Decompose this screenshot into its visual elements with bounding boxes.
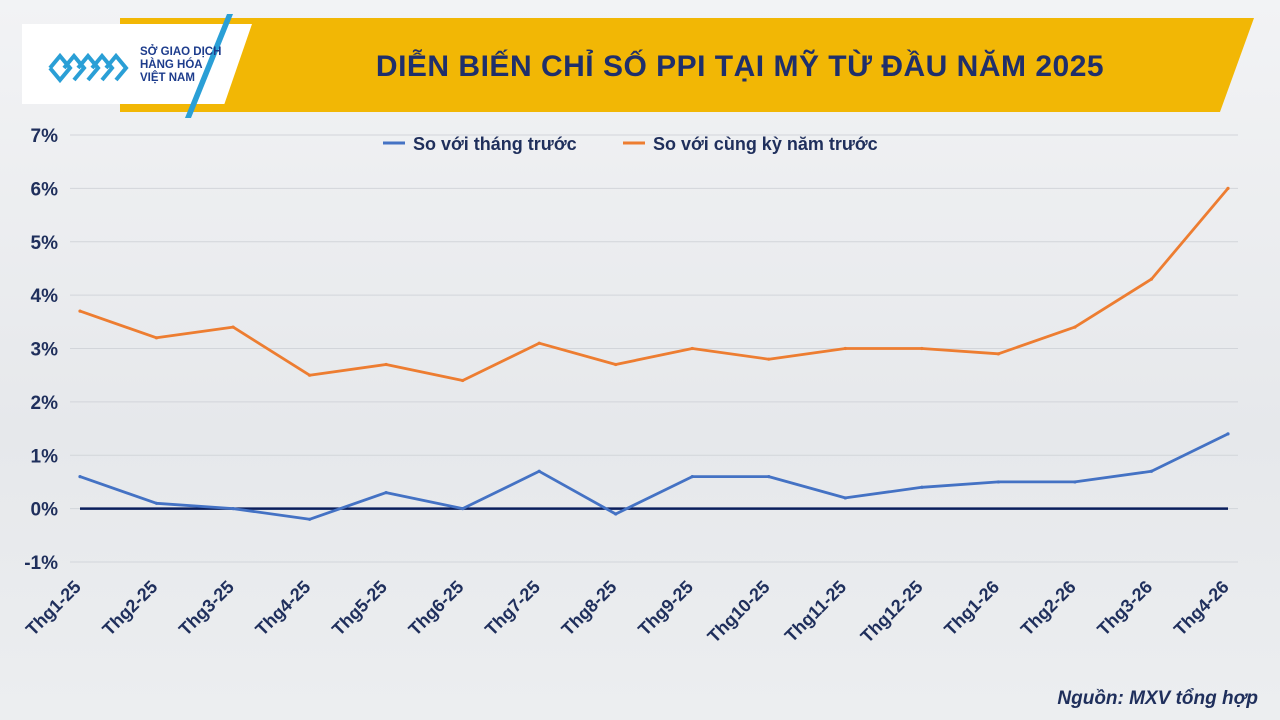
yoy-data-point	[920, 346, 924, 351]
y-tick-label: 7%	[31, 126, 59, 147]
y-tick-label: 3%	[31, 340, 59, 361]
mom-data-point	[308, 517, 312, 521]
logo-line-2: HÀNG HÓA	[140, 59, 203, 71]
x-tick-label: Thg7-25	[481, 577, 544, 640]
mom-data-point	[767, 475, 771, 479]
mom-data-point	[690, 475, 694, 479]
x-tick-label: Thg11-25	[781, 577, 850, 646]
x-tick-label: Thg1-25	[22, 577, 85, 640]
mom-data-point	[843, 496, 847, 500]
yoy-data-point	[843, 346, 847, 351]
yoy-data-point	[690, 346, 694, 351]
mom-data-point	[920, 485, 924, 489]
y-tick-label: 2%	[31, 393, 59, 414]
y-tick-label: 6%	[31, 179, 59, 200]
y-tick-label: -1%	[24, 553, 58, 574]
x-tick-label: Thg10-25	[704, 577, 774, 647]
legend-yoy-label: So với cùng kỳ năm trước	[653, 134, 878, 154]
logo-line-3: VIỆT NAM	[140, 72, 195, 84]
logo-text: SỞ GIAO DỊCH HÀNG HÓA VIỆT NAM	[140, 46, 240, 85]
yoy-data-point	[537, 341, 541, 345]
logo-line-1: SỞ GIAO DỊCH	[140, 46, 222, 58]
yoy-data-point	[1073, 325, 1077, 329]
yoy-data-point	[996, 352, 1001, 356]
x-tick-label: Thg2-25	[98, 577, 161, 640]
mom-data-point	[1149, 469, 1154, 473]
source-note: Nguồn: MXV tổng hợp	[1057, 688, 1258, 709]
yoy-data-point	[614, 362, 618, 367]
x-tick-label: Thg3-26	[1093, 577, 1156, 640]
x-tick-label: Thg8-25	[558, 577, 621, 640]
exchange-logo-icon	[48, 52, 129, 84]
x-tick-label: Thg2-26	[1017, 577, 1080, 640]
chart-title: DIỄN BIẾN CHỈ SỐ PPI TẠI MỸ TỪ ĐẦU NĂM 2…	[375, 50, 1105, 83]
yoy-data-point	[767, 357, 771, 361]
mom-data-point	[1226, 432, 1230, 436]
x-tick-label: Thg9-25	[634, 577, 697, 640]
x-tick-label: Thg4-26	[1170, 577, 1233, 640]
x-tick-label: Thg1-26	[940, 577, 1003, 640]
logo-card	[22, 24, 252, 104]
mom-data-point	[231, 507, 235, 511]
yoy-data-point	[154, 336, 159, 340]
y-tick-label: 4%	[31, 286, 59, 307]
x-tick-label: Thg6-25	[405, 577, 468, 640]
y-tick-label: 1%	[31, 446, 59, 467]
mom-data-point	[537, 469, 541, 473]
yoy-data-point	[461, 378, 465, 383]
mom-data-point	[154, 501, 159, 505]
yoy-data-point	[78, 309, 82, 313]
title-banner	[120, 18, 1254, 112]
x-tick-label: Thg12-25	[857, 577, 927, 647]
mom-data-point	[384, 491, 388, 495]
x-tick-label: Thg3-25	[175, 577, 238, 640]
mom-data-point	[614, 512, 618, 516]
legend-mom-label: So với tháng trước	[413, 134, 577, 154]
mom-data-point	[1073, 480, 1077, 484]
yoy-data-point	[1149, 277, 1154, 281]
yoy-data-point	[384, 362, 388, 367]
yoy-series-line	[79, 187, 1230, 382]
mom-data-point	[78, 475, 82, 479]
mom-series-line	[79, 432, 1229, 521]
yoy-data-point	[308, 373, 312, 377]
x-tick-label: Thg5-25	[328, 577, 391, 640]
x-tick-label: Thg4-25	[251, 577, 314, 640]
y-tick-label: 5%	[31, 233, 59, 254]
yoy-data-point	[1226, 186, 1230, 190]
mom-data-point	[996, 480, 1001, 484]
yoy-data-point	[231, 325, 235, 329]
mom-data-point	[461, 507, 465, 511]
y-tick-label: 0%	[31, 500, 59, 521]
